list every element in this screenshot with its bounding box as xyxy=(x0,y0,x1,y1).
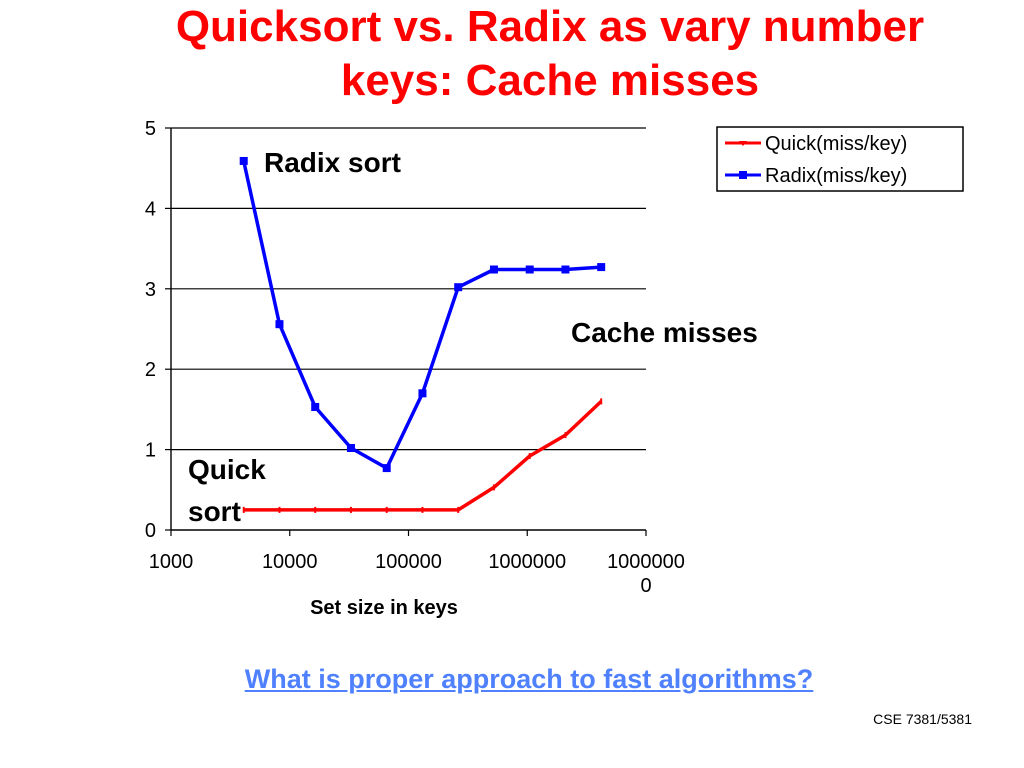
radix-point xyxy=(454,283,463,292)
slide-title-line-1: Quicksort vs. Radix as vary number xyxy=(175,2,925,51)
series-line-radix xyxy=(241,160,602,470)
annotation-quick-sort-line-2: sort xyxy=(188,496,241,527)
legend-quick-label: Quick(miss/key) xyxy=(765,133,907,155)
annotation-quick-sort-line-1: Quick xyxy=(188,454,266,485)
legend-box xyxy=(716,126,964,192)
x-tick-label: 1000000 xyxy=(488,551,566,573)
grid-lines xyxy=(171,127,646,451)
radix-point xyxy=(561,265,570,274)
x-tick-label: 10000 xyxy=(262,551,318,573)
x-tick-label: 100000 xyxy=(375,551,442,573)
series-line-quick xyxy=(243,400,603,512)
x-tick-label: 0 xyxy=(640,575,651,597)
legend: Quick(miss/key) Radix(miss/key) xyxy=(716,126,964,192)
y-tick-label: 3 xyxy=(145,279,156,301)
radix-point xyxy=(525,265,534,274)
radix-point xyxy=(346,443,355,452)
radix-point xyxy=(489,265,498,274)
radix-point xyxy=(597,263,606,272)
annotation-radix-sort: Radix sort xyxy=(264,147,401,178)
legend-radix-label: Radix(miss/key) xyxy=(765,165,907,187)
series-lines xyxy=(239,156,606,513)
y-tick-label: 1 xyxy=(145,440,156,462)
axes xyxy=(165,127,647,536)
x-axis-title: Set size in keys xyxy=(310,597,458,619)
y-tick-label: 4 xyxy=(145,198,156,220)
x-tick-label: 1000000 xyxy=(607,551,685,573)
y-tick-label: 5 xyxy=(145,118,156,140)
annotation-cache-misses: Cache misses xyxy=(571,317,758,348)
y-tick-label: 2 xyxy=(145,359,156,381)
radix-point xyxy=(275,320,284,329)
radix-point xyxy=(311,402,320,411)
question-link[interactable]: What is proper approach to fast algorith… xyxy=(244,664,814,694)
y-tick-label: 0 xyxy=(145,520,156,542)
legend-radix-marker xyxy=(739,171,747,179)
radix-point xyxy=(382,464,391,473)
legend-quick-marker xyxy=(739,141,747,146)
slide-title-line-2: keys: Cache misses xyxy=(340,56,760,105)
x-tick-label: 1000 xyxy=(149,551,194,573)
footer-course-label: CSE 7381/5381 xyxy=(873,711,972,727)
radix-point xyxy=(239,156,248,165)
radix-point xyxy=(418,389,427,398)
